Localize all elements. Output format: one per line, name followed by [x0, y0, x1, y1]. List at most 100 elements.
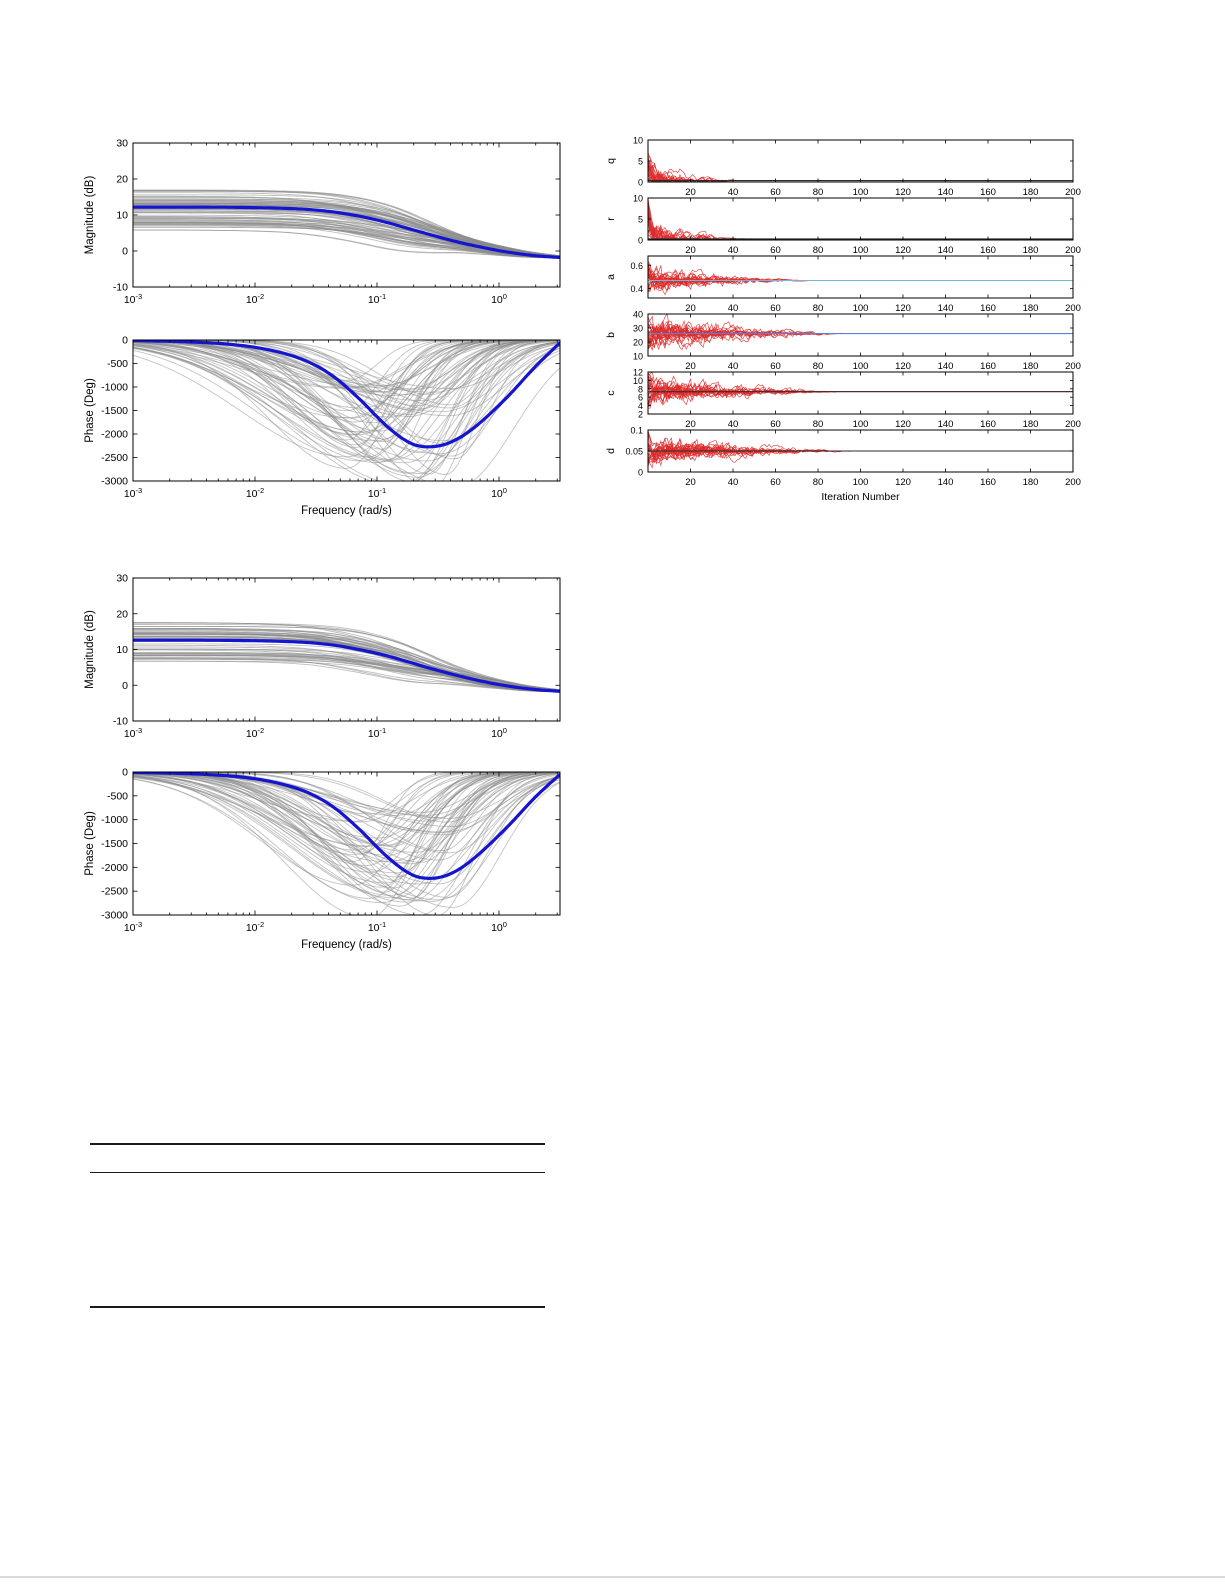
y-axis-label: r	[605, 217, 617, 221]
svg-text:120: 120	[895, 477, 911, 488]
svg-text:60: 60	[770, 303, 781, 314]
svg-text:60: 60	[770, 361, 781, 372]
page-bottom-edge	[0, 1576, 1225, 1578]
ensemble-line	[133, 223, 560, 259]
iteration-trace	[648, 202, 1073, 240]
axis: 10-3 10-2 10-1 100 -10 0 10 20 30 Magnitude (dB)	[84, 138, 561, 306]
svg-text:180: 180	[1023, 361, 1039, 372]
svg-text:4: 4	[638, 401, 643, 411]
svg-text:20: 20	[685, 477, 696, 488]
svg-text:140: 140	[938, 187, 954, 198]
iteration-trace	[648, 198, 1073, 240]
iter-q-chart: 20 40 60 80 100 120 140 160 180 200 0 5 10 q	[605, 136, 1081, 199]
ensemble-line	[133, 342, 560, 481]
svg-text:-1500: -1500	[101, 405, 128, 417]
ensemble-line	[133, 342, 560, 481]
ensemble-line	[133, 341, 560, 462]
svg-text:140: 140	[938, 303, 954, 314]
svg-text:160: 160	[980, 477, 996, 488]
svg-text:200: 200	[1065, 419, 1081, 430]
bode1-mag-chart: 10-3 10-2 10-1 100 -10 0 10 20 30 Magnitude (dB)	[84, 138, 561, 306]
svg-text:10-2: 10-2	[246, 920, 264, 934]
svg-text:20: 20	[116, 608, 128, 620]
svg-text:180: 180	[1023, 303, 1039, 314]
ensemble-line	[133, 658, 560, 692]
axis: 20 40 60 80 100 120 140 160 180 200 0 0.05 0.1 d Itera…	[605, 426, 1081, 504]
ensemble-line	[133, 772, 560, 847]
svg-text:0.05: 0.05	[625, 447, 643, 457]
ensemble-line	[133, 772, 560, 823]
svg-text:30: 30	[633, 324, 643, 334]
svg-text:100: 100	[491, 292, 507, 306]
svg-text:0.6: 0.6	[630, 261, 643, 271]
y-axis-label: c	[605, 390, 617, 395]
svg-text:160: 160	[980, 303, 996, 314]
bode2-mag-chart: 10-3 10-2 10-1 100 -10 0 10 20 30 Magnitude (dB)	[84, 573, 561, 740]
svg-text:-1500: -1500	[101, 838, 128, 850]
svg-text:60: 60	[770, 419, 781, 430]
svg-text:80: 80	[813, 303, 824, 314]
svg-text:80: 80	[813, 361, 824, 372]
svg-text:0: 0	[638, 178, 643, 188]
y-axis-label: d	[605, 448, 617, 454]
series-group	[648, 198, 1073, 240]
svg-text:100: 100	[491, 726, 507, 740]
svg-text:140: 140	[938, 245, 954, 256]
x-axis-label: Frequency (rad/s)	[301, 505, 392, 517]
svg-text:120: 120	[895, 361, 911, 372]
ensemble-line	[133, 772, 560, 886]
mean-line	[133, 772, 560, 881]
svg-text:180: 180	[1023, 419, 1039, 430]
iteration-trace	[648, 156, 1073, 182]
bode1-phase-chart: 10-3 10-2 10-1 100 0 -500 -1000 -1500 -2000 -2500…	[84, 335, 561, 517]
y-axis-label: Magnitude (dB)	[84, 610, 96, 689]
iteration-trace	[648, 216, 1073, 240]
svg-text:160: 160	[980, 361, 996, 372]
iteration-trace	[648, 328, 1073, 350]
iteration-trace	[648, 382, 1073, 408]
iteration-trace	[648, 374, 1073, 399]
svg-text:5: 5	[638, 157, 643, 167]
svg-text:-500: -500	[107, 790, 128, 802]
svg-text:100: 100	[853, 187, 869, 198]
svg-text:-10: -10	[113, 716, 128, 728]
axis: 20 40 60 80 100 120 140 160 180 200 0 5 10 q	[605, 136, 1081, 199]
mean-line	[133, 340, 560, 449]
axis: 20 40 60 80 100 120 140 160 180 200 0.4 0.6 a	[605, 255, 1081, 314]
mean-line	[133, 638, 560, 693]
series-group	[133, 189, 560, 260]
axis: 20 40 60 80 100 120 140 160 180 200 10 20 30 40 b	[605, 310, 1081, 373]
svg-text:140: 140	[938, 477, 954, 488]
svg-text:-2500: -2500	[101, 886, 128, 898]
svg-text:0.1: 0.1	[630, 426, 643, 436]
y-axis-label: Phase (Deg)	[84, 811, 96, 876]
svg-text:140: 140	[938, 419, 954, 430]
svg-text:-1000: -1000	[101, 382, 128, 394]
iteration-trace	[648, 375, 1073, 404]
svg-text:-2000: -2000	[101, 862, 128, 874]
ensemble-line	[133, 772, 560, 899]
svg-text:20: 20	[685, 187, 696, 198]
svg-text:-10: -10	[113, 282, 128, 294]
svg-text:30: 30	[116, 573, 128, 585]
svg-text:60: 60	[770, 245, 781, 256]
svg-text:20: 20	[685, 245, 696, 256]
ensemble-line	[133, 625, 560, 691]
x-axis-label: Frequency (rad/s)	[301, 939, 392, 951]
svg-text:80: 80	[813, 245, 824, 256]
ensemble-line	[133, 340, 560, 446]
svg-text:40: 40	[633, 310, 643, 320]
svg-text:180: 180	[1023, 245, 1039, 256]
ensemble-line	[133, 202, 560, 257]
ensemble-line	[133, 341, 560, 474]
svg-text:10-1: 10-1	[368, 486, 386, 500]
svg-text:10: 10	[633, 376, 643, 386]
series-group	[133, 622, 560, 693]
svg-text:80: 80	[813, 477, 824, 488]
svg-text:2: 2	[638, 410, 643, 420]
ensemble-line	[133, 340, 560, 458]
iteration-trace	[648, 386, 1073, 404]
